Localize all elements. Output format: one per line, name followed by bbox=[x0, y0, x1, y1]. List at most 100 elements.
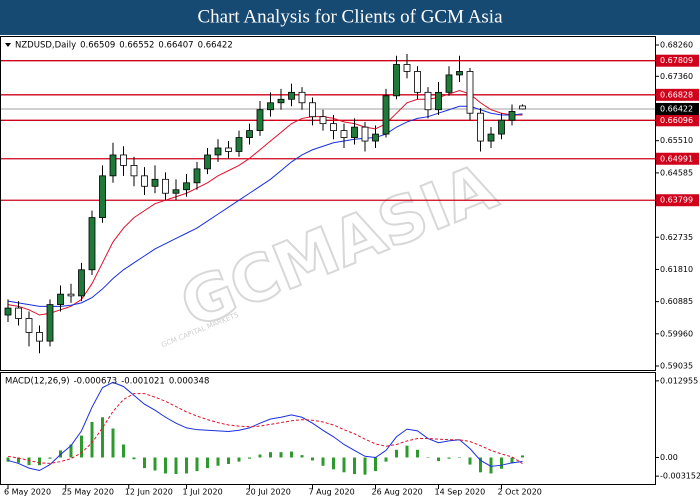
macd-histogram-bar bbox=[521, 455, 524, 458]
price-header: 0.66552 bbox=[119, 41, 154, 51]
level-label: 0.67809 bbox=[660, 56, 693, 65]
x-tick-label: 26 Aug 2020 bbox=[372, 488, 423, 497]
macd-histogram-bar bbox=[468, 457, 472, 465]
x-tick-label: 12 Jun 2020 bbox=[125, 488, 173, 497]
macd-histogram-bar bbox=[69, 444, 73, 458]
macd-histogram-bar bbox=[311, 457, 314, 461]
y-tick-label: 0.64585 bbox=[660, 168, 693, 177]
macd-y-tick-label: -0.003152 bbox=[660, 472, 700, 481]
macd-line bbox=[7, 381, 523, 472]
candle-body bbox=[109, 154, 117, 177]
macd-histogram-bar bbox=[185, 457, 188, 474]
macd-histogram-bar bbox=[174, 457, 178, 475]
candle-body bbox=[508, 111, 516, 121]
y-tick-label: 0.62735 bbox=[660, 233, 693, 242]
x-tick-label: 20 Jul 2020 bbox=[246, 488, 291, 497]
level-label-box bbox=[656, 88, 699, 101]
candle-body bbox=[267, 102, 274, 111]
candle-body bbox=[277, 98, 285, 104]
macd-y-tick-label: 0.00 bbox=[660, 453, 678, 462]
candle-body bbox=[319, 116, 327, 125]
candle-body bbox=[351, 126, 358, 138]
x-tick-label: 1 Jul 2020 bbox=[183, 488, 223, 497]
macd-histogram-bar bbox=[332, 457, 335, 470]
candle-body bbox=[256, 109, 264, 132]
macd-histogram-bar bbox=[258, 454, 262, 458]
macd-histogram-bar bbox=[426, 457, 430, 458]
candle-body bbox=[403, 64, 411, 72]
macd-histogram-bar bbox=[248, 457, 251, 459]
macd-histogram-bar bbox=[342, 457, 346, 473]
macd-histogram-bar bbox=[111, 428, 115, 458]
candle-body bbox=[298, 91, 306, 104]
price-header: 0.66407 bbox=[158, 41, 193, 51]
price-label-box bbox=[656, 102, 699, 115]
candle-body bbox=[288, 91, 295, 100]
candle-body bbox=[340, 130, 348, 138]
macd-histogram-bar bbox=[206, 457, 209, 469]
y-tick-label: 0.59960 bbox=[660, 329, 693, 338]
macd-histogram-bar bbox=[405, 445, 409, 458]
macd-histogram-bar bbox=[510, 457, 514, 464]
price-panel bbox=[0, 36, 656, 371]
macd-histogram-bar bbox=[290, 451, 293, 458]
candle-body bbox=[57, 293, 64, 305]
x-tick-label: 7 Aug 2020 bbox=[309, 488, 355, 497]
candle-body bbox=[15, 307, 22, 319]
macd-histogram-bar bbox=[90, 421, 94, 458]
macd-histogram-bar bbox=[237, 457, 241, 462]
macd-histogram-bar bbox=[437, 457, 440, 462]
macd-histogram-bar bbox=[489, 457, 493, 474]
candle-body bbox=[498, 119, 505, 135]
y-tick-label: 0.65510 bbox=[660, 136, 693, 145]
macd-header: MACD(12,26,9) bbox=[5, 377, 70, 387]
plot-group: 0.68260 0.67360 0.65510 0.64585 0.62735 0.618… bbox=[1, 41, 700, 497]
macd-header: 0.000348 bbox=[169, 377, 210, 387]
macd-histogram-bar bbox=[269, 452, 272, 458]
candle-body bbox=[67, 293, 75, 297]
candle-body bbox=[141, 175, 148, 187]
level-label: 0.66828 bbox=[660, 90, 693, 99]
macd-histogram-bar bbox=[143, 457, 146, 469]
candle-body bbox=[519, 105, 526, 110]
macd-header: -0.000673 bbox=[74, 377, 118, 387]
macd-histogram-bar bbox=[395, 449, 398, 458]
candle-body bbox=[424, 91, 432, 111]
macd-histogram-bar bbox=[101, 417, 104, 458]
macd-histogram-bar bbox=[416, 449, 419, 458]
candle-body bbox=[309, 102, 316, 118]
level-label: 0.63799 bbox=[660, 196, 693, 205]
level-label-box bbox=[656, 114, 699, 127]
title-band bbox=[0, 0, 700, 35]
x-tick-label: 25 May 2020 bbox=[62, 488, 114, 497]
macd-histogram-bar bbox=[164, 457, 167, 474]
x-tick-label: 6 May 2020 bbox=[4, 488, 51, 497]
level-label: 0.66096 bbox=[660, 116, 693, 125]
candle-body bbox=[36, 332, 43, 342]
candle-body bbox=[4, 307, 12, 316]
macd-histogram-bar bbox=[80, 435, 83, 458]
level-label-box bbox=[656, 54, 699, 67]
macd-histogram-bar bbox=[500, 457, 503, 469]
macd-histogram-bar bbox=[384, 457, 388, 462]
candle-body bbox=[246, 130, 253, 138]
candle-body bbox=[330, 123, 337, 132]
candle-body bbox=[99, 175, 106, 218]
x-tick-label: 2 Oct 2020 bbox=[498, 488, 542, 497]
candle-body bbox=[382, 95, 390, 135]
macd-histogram-bar bbox=[122, 444, 125, 458]
candle-body bbox=[183, 182, 190, 191]
moving-average bbox=[7, 105, 523, 307]
candle-body bbox=[477, 112, 484, 142]
candle-body bbox=[225, 147, 232, 152]
macd-histogram-bar bbox=[27, 457, 31, 466]
candle-body bbox=[372, 133, 379, 142]
level-label: 0.64991 bbox=[660, 154, 693, 163]
macd-panel bbox=[0, 372, 656, 485]
candle-body bbox=[46, 304, 54, 342]
candle-body bbox=[162, 178, 169, 194]
macd-histogram-bar bbox=[38, 457, 41, 466]
candle-body bbox=[193, 168, 201, 184]
candle-body bbox=[435, 91, 442, 111]
